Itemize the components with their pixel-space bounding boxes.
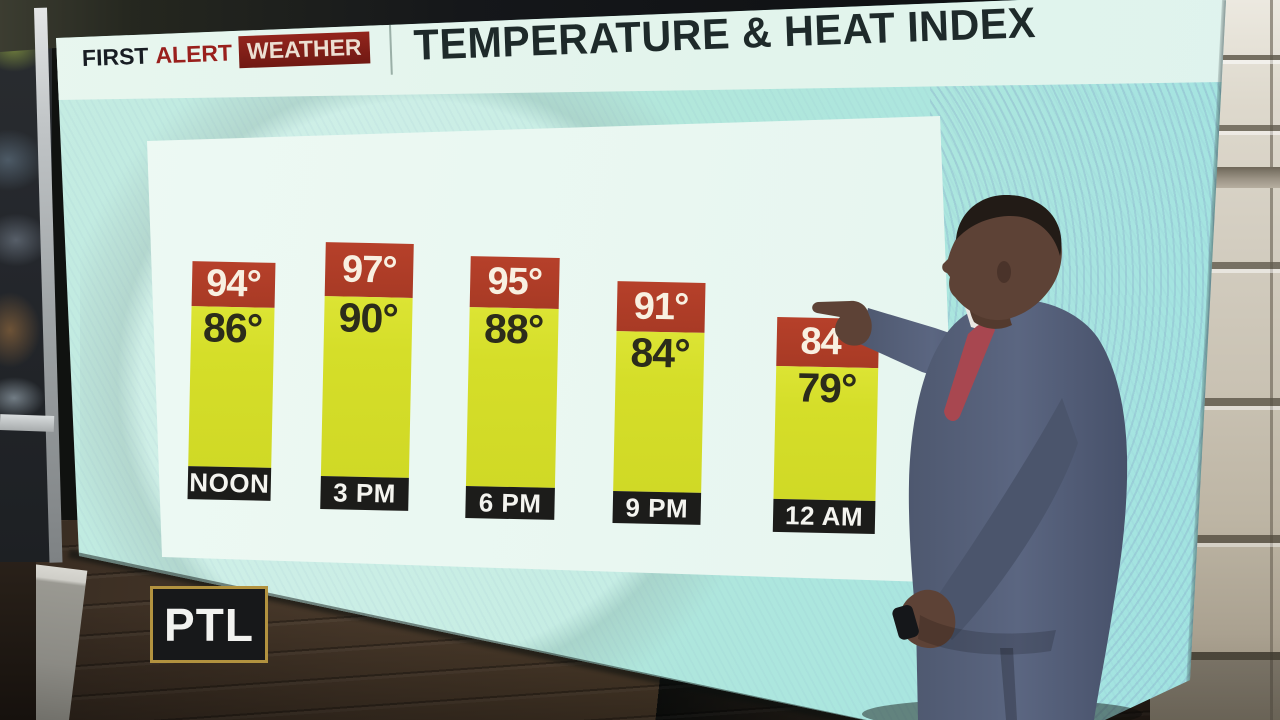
presenter-tie: [944, 323, 995, 422]
ptl-bug-text: PTL: [164, 598, 254, 651]
presenter-pointing-hand: [812, 300, 872, 346]
presenter-jacket-hem: [918, 615, 1056, 655]
ptl-bug: PTL: [150, 586, 268, 663]
presenter-head: [942, 197, 1062, 321]
right-wall-slot: [1216, 167, 1280, 188]
left-cabinet: [0, 538, 36, 720]
presenter-right-arm: [926, 398, 1078, 640]
presenter-ear: [997, 261, 1011, 283]
presenter-leg-crease: [1000, 648, 1017, 720]
presenter-hair: [956, 194, 1062, 256]
presenter-clicker: [892, 605, 919, 640]
